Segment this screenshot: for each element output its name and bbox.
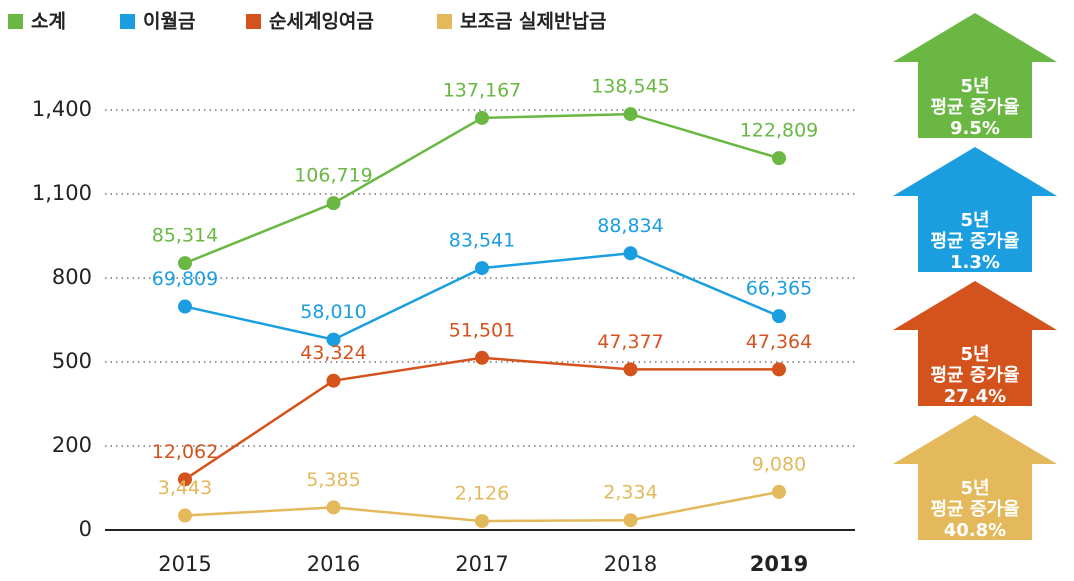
data-label: 47,377: [597, 331, 663, 353]
arrow-badge: [893, 147, 1057, 272]
legend-swatch: [8, 14, 23, 29]
data-label: 138,545: [591, 76, 670, 98]
arrow-text: 5년: [960, 210, 989, 231]
data-label: 137,167: [443, 79, 522, 101]
arrow-text: 9.5%: [950, 118, 1000, 139]
legend-label: 이월금: [143, 11, 195, 33]
data-point: [178, 256, 192, 271]
data-label: 69,809: [152, 268, 218, 290]
data-label: 9,080: [752, 453, 806, 475]
data-label: 122,809: [740, 120, 819, 142]
arrow-text: 평균 증가율: [930, 97, 1019, 118]
legend-label: 소계: [31, 11, 66, 33]
data-point: [326, 332, 341, 347]
x-tick-label: 2018: [604, 552, 657, 576]
y-tick-label: 1,100: [32, 181, 92, 205]
y-tick-label: 800: [52, 265, 92, 289]
data-point: [623, 107, 638, 122]
legend-label: 순세계잉여금: [269, 11, 374, 33]
data-label: 3,443: [158, 477, 212, 499]
data-label: 106,719: [294, 165, 373, 187]
y-tick-label: 0: [79, 517, 92, 541]
data-point: [326, 196, 341, 211]
arrow-badge: [893, 13, 1057, 138]
y-tick-label: 1,400: [32, 97, 92, 121]
y-tick-label: 200: [52, 433, 92, 457]
data-point: [772, 362, 786, 377]
data-point: [772, 309, 786, 324]
data-point: [178, 508, 192, 523]
x-tick-label: 2017: [455, 552, 508, 576]
arrow-text: 평균 증가율: [930, 365, 1019, 386]
data-label: 12,062: [152, 441, 218, 463]
data-point: [772, 484, 786, 499]
data-point: [475, 261, 489, 276]
arrow-text: 1.3%: [950, 252, 1000, 273]
data-point: [326, 373, 341, 388]
arrow-text: 평균 증가율: [930, 231, 1019, 252]
data-point: [623, 513, 638, 528]
arrow-badge: [893, 415, 1057, 540]
data-label: 5,385: [306, 469, 360, 491]
data-label: 2,334: [603, 482, 657, 504]
legend-label: 보조금 실제반납금: [460, 11, 606, 33]
arrow-text: 27.4%: [944, 386, 1006, 407]
data-label: 88,834: [597, 215, 663, 237]
data-point: [623, 362, 638, 377]
x-tick-label: 2016: [307, 552, 360, 576]
data-point: [475, 110, 489, 125]
data-label: 51,501: [449, 319, 515, 341]
arrow-text: 평균 증가율: [930, 499, 1019, 520]
series-line: [184, 356, 780, 481]
data-label: 2,126: [455, 483, 509, 505]
data-point: [178, 472, 192, 487]
legend-swatch: [120, 14, 135, 29]
data-point: [623, 246, 638, 261]
x-tick-label: 2015: [158, 552, 211, 576]
data-label: 85,314: [152, 225, 218, 247]
data-label: 43,324: [300, 342, 366, 364]
legend-swatch: [246, 14, 261, 29]
data-point: [772, 151, 786, 166]
data-point: [326, 500, 341, 515]
data-label: 66,365: [746, 278, 812, 300]
arrow-text: 5년: [960, 344, 989, 365]
data-label: 47,364: [746, 331, 812, 353]
arrow-text: 40.8%: [944, 520, 1006, 541]
data-point: [475, 350, 489, 365]
data-label: 83,541: [449, 230, 515, 252]
data-label: 58,010: [300, 301, 366, 323]
legend-swatch: [437, 14, 452, 29]
arrow-text: 5년: [960, 76, 989, 97]
arrow-text: 5년: [960, 478, 989, 499]
y-tick-label: 500: [52, 349, 92, 373]
data-point: [475, 514, 489, 529]
x-tick-label: 2019: [750, 552, 808, 576]
data-point: [178, 299, 192, 314]
arrow-badge: [893, 281, 1057, 406]
